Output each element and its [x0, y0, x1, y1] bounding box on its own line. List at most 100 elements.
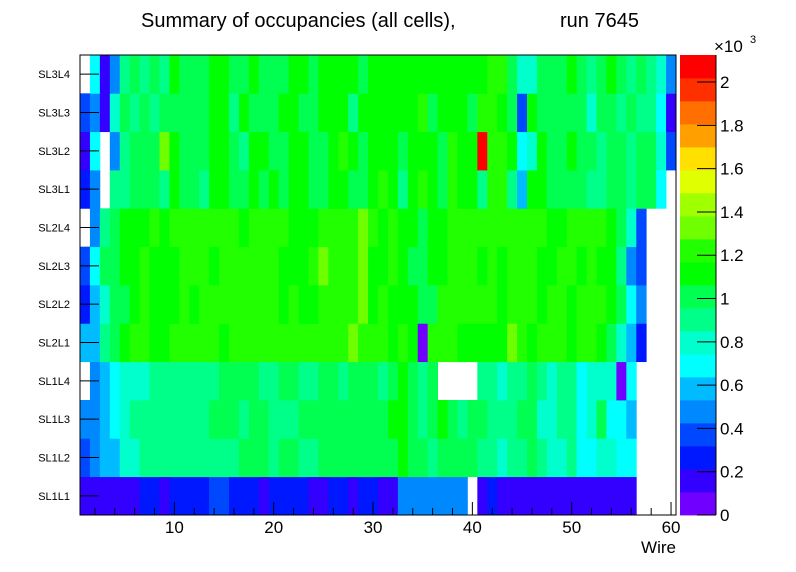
heatmap-cell — [447, 246, 458, 286]
heatmap-cell — [616, 246, 627, 286]
heatmap-cell — [179, 323, 190, 363]
heatmap-cell — [159, 476, 170, 516]
heatmap-cell — [596, 93, 607, 133]
y-tick-label: SL3L3 — [38, 108, 70, 120]
heatmap-cell — [189, 361, 200, 401]
heatmap-cell — [368, 246, 379, 286]
chart-title-run: run 7645 — [560, 10, 639, 32]
heatmap-cell — [149, 246, 160, 286]
heatmap-cell — [407, 131, 419, 171]
heatmap-cell — [457, 93, 468, 133]
heatmap-cell — [258, 208, 270, 248]
heatmap-cell — [477, 438, 488, 478]
heatmap-cell — [546, 131, 558, 171]
heatmap-cell — [427, 400, 438, 439]
heatmap-cell — [248, 208, 260, 248]
heatmap-cell — [169, 55, 180, 94]
heatmap-cell — [378, 246, 389, 286]
heatmap-cell — [387, 400, 399, 439]
palette-tick-label: 2 — [720, 73, 729, 92]
heatmap-cell — [229, 361, 240, 401]
heatmap-cell — [586, 400, 597, 439]
heatmap-cell — [199, 361, 210, 401]
heatmap-cell — [238, 285, 250, 324]
heatmap-cell — [318, 400, 329, 439]
heatmap-cell — [596, 246, 607, 286]
heatmap-cell — [358, 438, 369, 478]
heatmap-cell — [338, 361, 349, 401]
heatmap-cell — [169, 361, 180, 401]
heatmap-cell — [189, 476, 200, 516]
heatmap-cell — [199, 323, 210, 363]
heatmap-cell — [109, 55, 121, 94]
heatmap-cell — [536, 93, 548, 133]
x-tick-label: 50 — [562, 518, 581, 537]
heatmap-cell — [616, 208, 627, 248]
heatmap-cell — [576, 285, 587, 324]
heatmap-cell — [636, 246, 647, 286]
heatmap-cell — [209, 361, 220, 401]
heatmap-cell — [179, 55, 190, 94]
heatmap-cell — [318, 246, 329, 286]
heatmap-cell — [159, 246, 170, 286]
heatmap-cell — [387, 93, 399, 133]
heatmap-cell — [248, 285, 260, 324]
heatmap-cell — [159, 400, 170, 439]
heatmap-cell — [229, 400, 240, 439]
heatmap-cell — [338, 246, 349, 286]
heatmap-cell — [298, 55, 309, 94]
heatmap-cell — [517, 131, 528, 171]
palette-band — [680, 492, 716, 516]
heatmap-cell — [467, 93, 478, 133]
heatmap-cell — [437, 93, 448, 133]
heatmap-cell — [427, 93, 438, 133]
heatmap-cell — [338, 170, 349, 209]
palette-tick-label: 0.2 — [720, 463, 744, 482]
heatmap-cell — [328, 208, 339, 248]
heatmap-cell — [169, 246, 180, 286]
heatmap-cell — [387, 476, 399, 516]
heatmap-cell — [417, 208, 429, 248]
heatmap-cell — [477, 476, 488, 516]
x-axis-title: Wire — [641, 538, 676, 557]
heatmap-cell — [556, 170, 568, 209]
heatmap-cell — [149, 55, 160, 94]
heatmap-cell — [368, 361, 379, 401]
heatmap-cell — [606, 400, 617, 439]
heatmap-cell — [288, 400, 299, 439]
heatmap-cell — [417, 476, 429, 516]
heatmap-cell — [536, 246, 548, 286]
heatmap-cell — [109, 246, 121, 286]
heatmap-cell — [536, 131, 548, 171]
heatmap-cell — [368, 55, 379, 94]
heatmap-cell — [348, 246, 359, 286]
heatmap-cell — [179, 438, 190, 478]
heatmap-cell — [546, 246, 558, 286]
heatmap-cell — [139, 246, 150, 286]
heatmap-cell — [139, 170, 150, 209]
y-tick-label: SL3L1 — [38, 184, 70, 196]
heatmap-cell — [387, 285, 399, 324]
heatmap-cell — [248, 131, 260, 171]
heatmap-cell — [616, 55, 627, 94]
heatmap-cell — [278, 323, 289, 363]
heatmap-cell — [497, 323, 508, 363]
heatmap-cell — [517, 55, 528, 94]
heatmap-cell — [566, 170, 578, 209]
heatmap-cell — [527, 170, 538, 209]
heatmap-cell — [626, 438, 637, 478]
heatmap-cell — [387, 208, 399, 248]
heatmap-cell — [487, 170, 498, 209]
heatmap-cell — [229, 208, 240, 248]
heatmap-cell — [507, 55, 518, 94]
heatmap-cell — [616, 93, 627, 133]
heatmap-cell — [497, 476, 508, 516]
heatmap-cell — [209, 208, 220, 248]
heatmap-cell — [467, 323, 478, 363]
heatmap-cell — [119, 285, 131, 324]
heatmap-cell — [219, 170, 230, 209]
heatmap-cell — [209, 131, 220, 171]
heatmap-cell — [497, 400, 508, 439]
palette-tick-label: 0 — [720, 506, 729, 525]
